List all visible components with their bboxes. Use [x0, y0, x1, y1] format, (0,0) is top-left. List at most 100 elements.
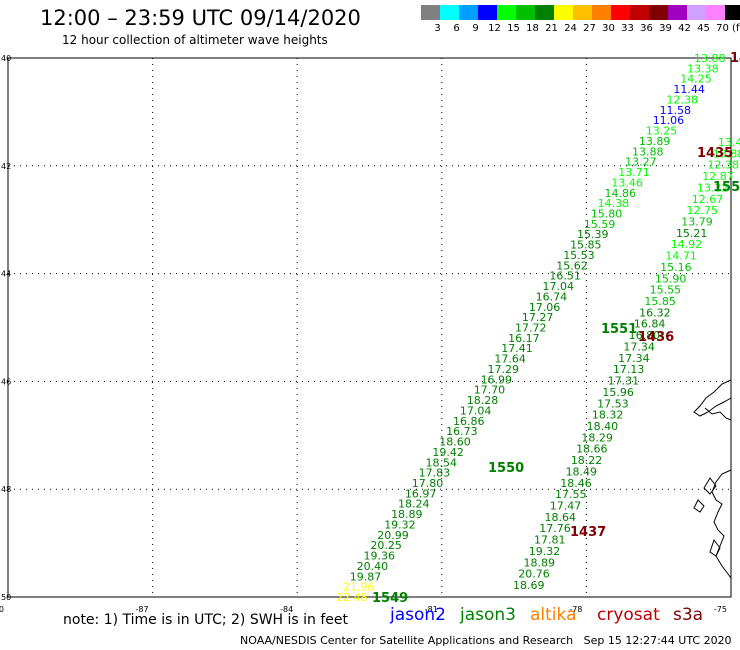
wave-height-label: 13.88 — [713, 147, 740, 160]
wave-height-label: 15.39 — [577, 228, 609, 241]
wave-height-label: 18.49 — [566, 465, 598, 478]
wave-height-label: 16.99 — [481, 373, 512, 386]
legend-jason3: jason3 — [460, 605, 516, 625]
scale-swatch — [725, 5, 740, 20]
wave-height-label: 17.80 — [412, 477, 444, 490]
wave-height-label: 18.32 — [592, 409, 624, 422]
scale-swatch — [535, 5, 554, 20]
scale-swatch — [421, 5, 440, 20]
wave-height-label: 13.71 — [618, 166, 650, 179]
wave-height-label: 18.89 — [524, 556, 556, 569]
scale-swatch — [706, 5, 725, 20]
wave-height-label: 19.42 — [432, 446, 464, 459]
wave-height-label: 13.25 — [646, 125, 678, 138]
pass-time-labels: 1549 1550 1551 1552 1435 1436 1437 14 — [372, 51, 740, 606]
scale-label: 45 — [697, 23, 710, 34]
wave-height-label: 15.96 — [602, 386, 634, 399]
wave-height-label: 12.75 — [686, 204, 718, 217]
wave-height-label: 18.29 — [581, 431, 613, 444]
wave-height-label: 18.46 — [560, 477, 592, 490]
wave-height-label: 12.38 — [666, 93, 698, 106]
wave-height-label: 15.55 — [650, 284, 682, 297]
coastline-segment — [711, 469, 732, 579]
lon-tick-label: -90 — [0, 605, 4, 614]
wave-height-label: 11.44 — [673, 83, 705, 96]
pass-time-label: 1550 — [488, 461, 524, 476]
scale-swatch — [554, 5, 573, 20]
wave-height-label: 13.44 — [718, 136, 740, 149]
wave-height-label: 18.89 — [391, 508, 423, 521]
wave-height-label: 16.73 — [446, 425, 478, 438]
legend-cryosat: cryosat — [597, 605, 660, 625]
wave-height-label: 17.72 — [515, 322, 547, 335]
wave-height-label: 11.58 — [660, 104, 692, 117]
wave-height-label: 15.62 — [556, 259, 588, 272]
lon-tick-label: -75 — [714, 605, 727, 614]
wave-height-label: 22.48 — [336, 591, 368, 604]
scale-label: 18 — [526, 23, 539, 34]
wave-height-label: 17.04 — [460, 404, 492, 417]
wave-height-label: 17.31 — [608, 375, 640, 388]
wave-height-label: 17.27 — [522, 311, 554, 324]
wave-height-label: 14.71 — [665, 250, 697, 263]
wave-height-label: 13.38 — [687, 62, 719, 75]
wave-height-label: 12.87 — [702, 170, 734, 183]
scale-unit: (ft) — [731, 23, 740, 34]
lat-tick-label: 44 — [1, 270, 11, 279]
wave-height-label: 13.88 — [632, 145, 664, 158]
wave-height-label: 12.38 — [707, 159, 739, 172]
wave-height-label: 13.27 — [625, 156, 657, 169]
wave-height-label: 15.85 — [570, 239, 602, 252]
wave-height-label: 18.66 — [576, 443, 608, 456]
wave-height-label: 21.96 — [343, 581, 375, 594]
scale-swatch — [630, 5, 649, 20]
wave-height-label: 15.90 — [655, 272, 687, 285]
lat-lon-grid: -90 -87 -84 -81 -78 -75 40 42 44 46 48 50 — [0, 54, 732, 614]
scale-label: 6 — [453, 23, 460, 34]
scale-swatch — [592, 5, 611, 20]
lat-tick-label: 50 — [1, 593, 11, 602]
lat-tick-label: 46 — [1, 377, 11, 386]
wave-height-label: 18.40 — [587, 420, 619, 433]
satellite-track-a: 22.4821.9619.8720.4019.3620.2520.9919.32… — [336, 52, 726, 604]
wave-height-label: 11.06 — [653, 114, 685, 127]
wave-height-label: 16.32 — [639, 306, 671, 319]
wave-height-label: 16.74 — [536, 290, 568, 303]
scale-label: 12 — [488, 23, 501, 34]
wave-height-label: 17.34 — [623, 340, 655, 353]
scale-label: 70 — [716, 23, 729, 34]
scale-swatch — [668, 5, 687, 20]
wave-height-label: 16.17 — [508, 332, 539, 345]
pass-time-label: 1435 — [697, 146, 733, 161]
wave-height-label: 20.40 — [357, 560, 389, 573]
wave-height-label: 17.55 — [555, 488, 587, 501]
wave-height-label: 17.83 — [419, 467, 451, 480]
wave-height-label: 17.53 — [597, 397, 629, 410]
legend-altika: altika — [530, 605, 577, 625]
wave-height-label: 17.81 — [534, 534, 566, 547]
wave-height-label: 13.88 — [694, 52, 726, 65]
wave-height-label: 20.76 — [518, 568, 550, 581]
wave-height-label: 18.54 — [426, 456, 458, 469]
wave-height-label: 17.64 — [494, 353, 526, 366]
pass-time-label: 1549 — [372, 591, 408, 606]
wave-height-label: 17.41 — [501, 342, 533, 355]
pass-time-label: 1436 — [638, 330, 674, 345]
wave-height-label: 18.28 — [467, 394, 499, 407]
lat-tick-label: 42 — [1, 162, 11, 171]
wave-height-label: 18.24 — [398, 498, 430, 511]
wave-height-label: 13.89 — [639, 135, 671, 148]
coastline-segment — [693, 499, 705, 513]
wave-height-label: 18.22 — [571, 454, 603, 467]
coastline-segment — [709, 538, 721, 557]
coastline-segment — [703, 477, 717, 495]
wave-height-label: 14.25 — [680, 73, 712, 86]
wave-height-label: 17.06 — [529, 301, 561, 314]
lat-tick-label: 48 — [1, 485, 11, 494]
scale-label: 39 — [659, 23, 672, 34]
scale-swatch — [478, 5, 497, 20]
pass-time-label: 1551 — [601, 322, 637, 337]
scale-swatch — [440, 5, 459, 20]
scale-swatch — [516, 5, 535, 20]
